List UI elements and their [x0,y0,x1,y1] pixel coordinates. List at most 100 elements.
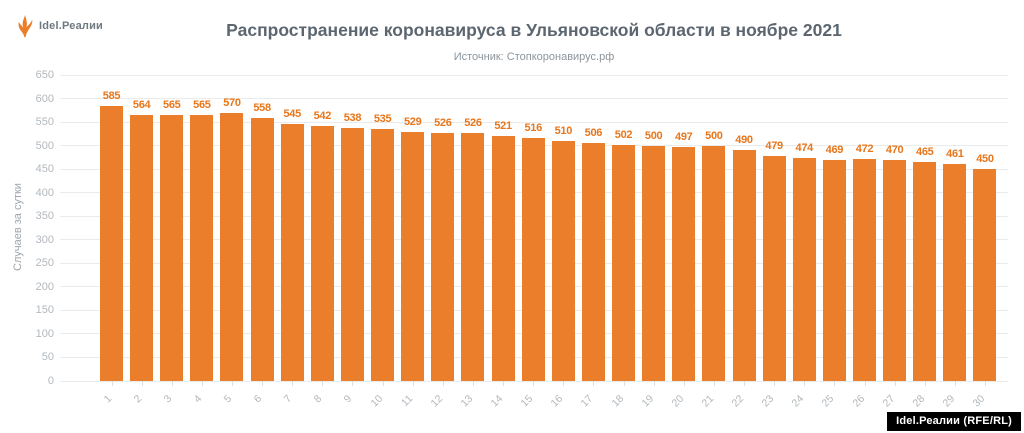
bar [792,157,816,381]
x-tick-mark [894,381,896,386]
bar [822,160,846,381]
y-tick-label: 150 [35,304,54,317]
bar [220,112,244,381]
bar [340,127,364,381]
y-tick-label: 0 [47,375,54,387]
bar [190,115,214,381]
x-tick-label: 2 [131,392,144,406]
x-tick-mark [924,381,926,386]
y-tick-label: 100 [35,327,54,340]
bar-value-label: 521 [494,119,512,132]
bar-value-label: 472 [855,142,874,155]
bar-value-label: 565 [163,99,181,111]
x-tick-mark [382,381,384,386]
bar-value-label: 502 [614,128,633,141]
x-tick-mark [834,381,836,386]
x-tick-label: 24 [789,392,807,410]
bar [310,125,334,381]
x-tick-label: 5 [221,392,235,406]
x-tick-label: 1 [101,392,114,406]
bar-value-label: 570 [223,96,241,109]
gridline [60,121,1008,123]
x-tick-mark [563,381,565,386]
bar [461,133,485,381]
idel-logo: Idel.Реалии [16,14,103,38]
y-tick-label: 600 [35,92,54,105]
x-tick-label: 15 [518,392,536,410]
bar [521,138,545,381]
x-tick-label: 8 [311,392,325,406]
bar-value-label: 545 [283,108,301,121]
x-tick-mark [804,381,806,386]
bar-value-label: 565 [193,99,211,111]
x-tick-mark [653,381,655,386]
x-tick-mark [744,381,746,386]
bar-value-label: 461 [946,147,964,160]
bar [581,142,605,381]
x-tick-label: 20 [669,392,687,410]
x-tick-mark [472,381,474,386]
y-tick-label: 250 [35,257,54,270]
x-tick-mark [864,381,866,386]
x-tick-label: 4 [191,392,205,406]
y-tick-label: 200 [35,280,54,293]
bar [913,162,937,381]
bar [100,105,123,381]
bar-value-label: 564 [132,99,151,112]
x-tick-mark [322,381,324,386]
bar [401,131,425,381]
x-tick-label: 21 [699,392,717,410]
x-tick-mark [683,381,685,386]
x-tick-label: 16 [548,392,566,410]
y-tick-label: 650 [35,69,54,81]
bar [672,147,696,381]
x-tick-mark [352,381,354,386]
x-tick-label: 13 [458,392,476,410]
bar-value-label: 526 [434,117,452,130]
x-tick-mark [412,381,414,386]
bar [431,133,455,381]
x-tick-mark [533,381,535,386]
y-tick-label: 350 [35,210,54,223]
bar [702,145,726,381]
x-tick-label: 7 [281,392,295,406]
x-tick-label: 11 [398,392,415,409]
bar [491,135,515,381]
x-tick-label: 18 [609,392,626,410]
x-tick-mark [262,381,264,386]
bar [130,115,154,381]
bar-value-label: 497 [675,131,693,144]
bar-value-label: 535 [373,113,392,126]
y-tick-label: 500 [35,139,54,152]
x-tick-mark [442,381,444,386]
x-tick-label: 17 [578,392,596,410]
bar-value-label: 490 [735,134,753,147]
x-tick-label: 14 [488,392,506,410]
bar-value-label: 526 [464,117,482,130]
bar [642,145,666,381]
x-tick-mark [774,381,776,386]
x-tick-mark [111,381,113,386]
x-tick-label: 23 [759,392,777,410]
bar [551,140,575,381]
bar [612,144,636,381]
torch-icon [16,14,34,38]
x-tick-label: 25 [819,392,837,410]
x-tick-mark [292,381,294,386]
x-tick-mark [201,381,203,386]
bar-value-label: 465 [916,146,934,159]
y-tick-label: 300 [35,233,54,246]
x-tick-mark [171,381,173,386]
x-tick-mark [623,381,625,386]
bar-value-label: 542 [313,109,332,122]
bar-value-label: 516 [524,122,542,135]
x-tick-label: 10 [368,392,385,410]
chart-title: Распространение коронавируса в Ульяновск… [226,20,842,40]
y-tick-label: 400 [35,186,54,199]
bar [853,158,876,381]
x-tick-label: 19 [639,392,656,410]
bar-value-label: 469 [825,144,844,157]
bar-value-label: 479 [765,139,783,152]
gridline [60,74,1008,76]
